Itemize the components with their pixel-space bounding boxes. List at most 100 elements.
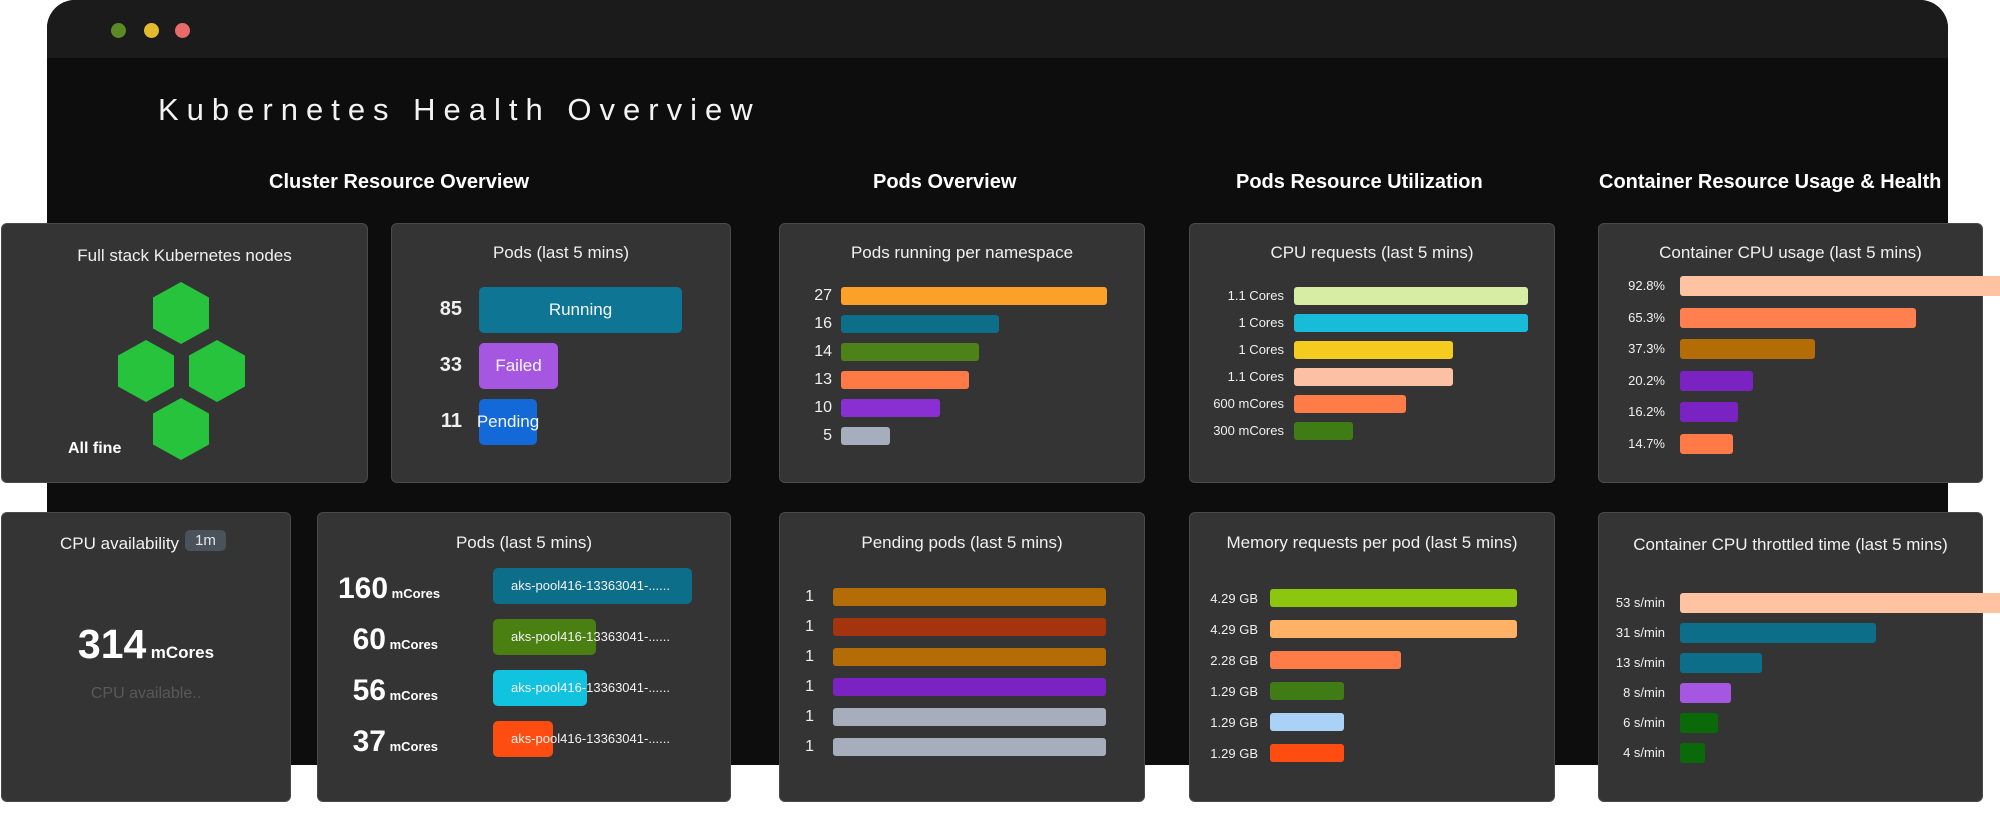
mem-requests-bar[interactable] [1270,651,1401,669]
pod-node-bar[interactable] [493,568,692,604]
mem-requests-label: 4.29 GB [1210,591,1258,606]
cpu-requests-label: 1.1 Cores [1227,369,1284,384]
pods-status-title: Pods (last 5 mins) [492,243,630,262]
pod-status-bar[interactable]: Failed [479,343,558,389]
pod-node-name[interactable]: aks-pool416-13363041-...... [511,680,670,695]
cpu-requests-bar[interactable] [1294,422,1353,440]
cpu-requests-bar[interactable] [1294,341,1453,359]
ns-pods-bar[interactable] [841,371,969,389]
container-cpu-card[interactable]: Container CPU usage (last 5 mins) 92.8% 6… [1598,223,2000,483]
mem-requests-title: Memory requests per pod (last 5 mins) [1226,533,1518,552]
throttled-label: 13 s/min [1615,655,1665,670]
mem-requests-label: 1.29 GB [1210,715,1258,730]
pod-node-unit: mCores [388,586,441,601]
window-close-button[interactable] [175,23,190,38]
pod-node-value: 160 [338,572,389,605]
pod-status-bar[interactable]: Pending [477,399,539,445]
node-hex-icon[interactable] [118,340,174,402]
container-cpu-bar[interactable] [1680,276,2000,296]
ns-pods-card[interactable]: Pods running per namespace 27 16 14 13 10 5 [779,223,1145,483]
throttled-bar[interactable] [1680,653,1762,673]
cpu-requests-title: CPU requests (last 5 mins) [1270,243,1474,262]
throttled-bar[interactable] [1680,683,1731,703]
cpu-requests-bar[interactable] [1294,395,1406,413]
ns-pods-title: Pods running per namespace [850,243,1074,262]
node-hex-icon[interactable] [189,340,245,402]
pod-node-bar[interactable] [493,721,553,757]
ns-pods-bar[interactable] [841,427,890,445]
window-maximize-button[interactable] [111,23,126,38]
throttled-bar[interactable] [1680,623,1876,643]
pod-node-bar[interactable] [493,619,596,655]
mem-requests-label: 4.29 GB [1210,622,1258,637]
pending-pods-label: 1 [805,708,814,725]
container-cpu-bar[interactable] [1680,433,1733,454]
node-hex-icon[interactable] [153,398,209,460]
ns-pods-bar[interactable] [841,343,979,361]
time-range-badge[interactable]: 1m [185,530,226,551]
pod-node-value: 60 [352,623,386,656]
container-cpu-label: 92.8% [1628,278,1665,293]
pods-status-card[interactable]: Pods (last 5 mins) 85 Running 33 Failed 11 Pe… [391,223,731,483]
ns-pods-label: 16 [814,315,832,332]
pod-node-name[interactable]: aks-pool416-13363041-...... [511,731,670,746]
pods-nodes-title: Pods (last 5 mins) [455,533,593,552]
nodes-status-label: All fine [68,440,122,457]
cpu-requests-card[interactable]: CPU requests (last 5 mins) 1.1 Cores 1 Co… [1189,223,1555,483]
pending-pods-bar[interactable] [833,738,1106,756]
ns-pods-bar[interactable] [841,399,940,417]
container-cpu-bar[interactable] [1680,307,1916,328]
container-cpu-bar[interactable] [1680,339,1815,359]
cpu-availability-card[interactable]: CPU availability 1m 314 mCores CPU avail… [1,512,291,802]
cpu-availability-value: 314 [77,621,147,667]
pod-node-value-wrap: 37 mCores [338,725,438,759]
node-hex-icon[interactable] [153,282,209,344]
nodes-card[interactable]: Full stack Kubernetes nodes All fine [1,223,368,483]
pending-pods-bar[interactable] [833,648,1106,666]
cpu-requests-bar[interactable] [1294,287,1528,305]
cpu-availability-unit: mCores [150,643,215,662]
pending-pods-card[interactable]: Pending pods (last 5 mins) 1 1 1 1 1 1 [779,512,1145,802]
pod-status-bar[interactable]: Running [479,287,682,333]
pending-pods-bar[interactable] [833,708,1106,726]
cpu-requests-bar[interactable] [1294,368,1453,386]
section-title-container: Container Resource Usage & Health [1599,171,1942,193]
mem-requests-bar[interactable] [1270,744,1344,762]
pod-node-name[interactable]: aks-pool416-13363041-...... [511,578,670,593]
mem-requests-bar[interactable] [1270,589,1517,607]
ns-pods-bar[interactable] [841,287,1107,305]
mem-requests-bar[interactable] [1270,713,1344,731]
window-minimize-button[interactable] [144,23,159,38]
mem-requests-bar[interactable] [1270,682,1344,700]
throttled-bar[interactable] [1680,593,2000,613]
pod-node-bar[interactable] [493,670,587,706]
throttled-bar[interactable] [1680,743,1705,763]
throttled-label: 6 s/min [1623,715,1665,730]
container-cpu-bar[interactable] [1680,402,1738,422]
container-cpu-label: 65.3% [1628,309,1665,325]
ns-pods-bar[interactable] [841,315,999,333]
pending-pods-bar[interactable] [833,678,1106,696]
section-title-pods: Pods Overview [873,171,1017,193]
cpu-requests-label: 600 mCores [1213,396,1284,411]
container-cpu-bar[interactable] [1680,370,1753,391]
mem-requests-card[interactable]: Memory requests per pod (last 5 mins) 4.… [1189,512,1555,802]
pod-status-label: Failed [495,356,542,375]
throttled-label: 31 s/min [1615,625,1665,640]
pod-node-name[interactable]: aks-pool416-13363041-...... [511,629,670,644]
ns-pods-label: 27 [814,287,832,304]
throttled-card[interactable]: Container CPU throttled time (last 5 min… [1598,512,2000,802]
mem-requests-bar[interactable] [1270,620,1517,638]
container-cpu-label: 37.3% [1628,341,1665,356]
cpu-requests-label: 1.1 Cores [1227,288,1284,303]
pending-pods-bar[interactable] [833,618,1106,636]
pending-pods-label: 1 [805,678,814,695]
cpu-requests-label: 300 mCores [1213,423,1284,438]
container-cpu-label: 16.2% [1628,404,1665,419]
cpu-requests-bar[interactable] [1294,314,1528,332]
cpu-availability-subtitle: CPU available.. [90,685,202,702]
throttled-bar[interactable] [1680,713,1718,733]
pending-pods-bar[interactable] [833,588,1106,606]
cpu-requests-label: 1 Cores [1238,315,1284,330]
pods-nodes-card[interactable]: Pods (last 5 mins) 160 mCores aks-pool416… [317,512,731,802]
